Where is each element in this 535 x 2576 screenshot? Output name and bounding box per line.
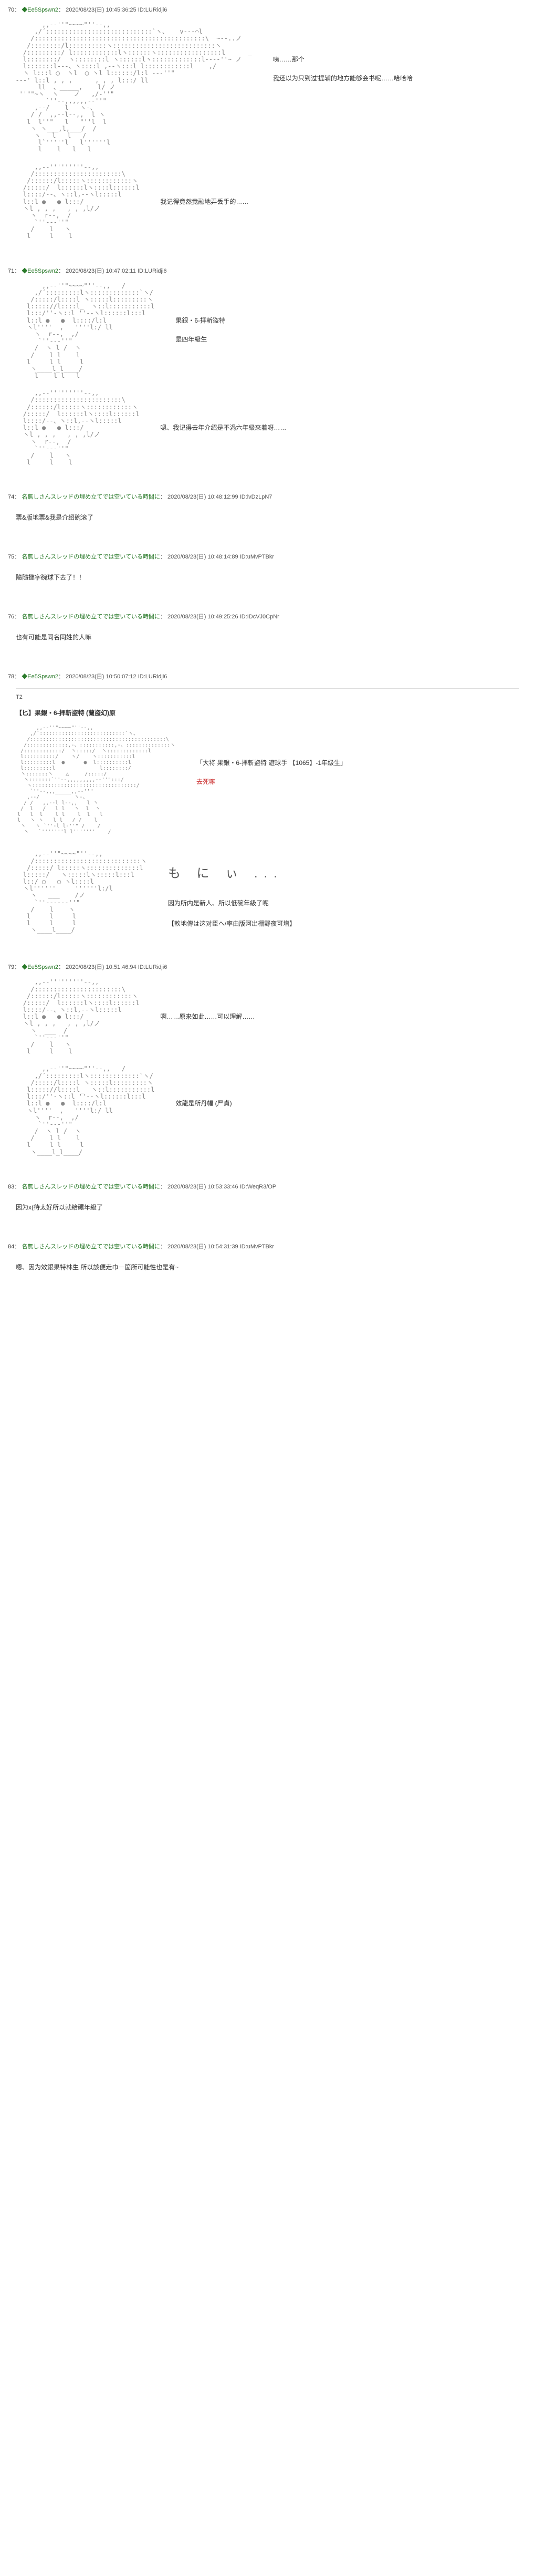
char-name: 果銀・6-拝斬盜特 [175, 314, 225, 327]
post: 70： ◆Ee5Spswn2： 2020/08/23(日) 10:45:36:2… [0, 0, 535, 245]
post-id: ID:WeqR3/OP [240, 1184, 277, 1190]
exclamation: も に ぃ ... [168, 861, 296, 886]
post-id: ID:LURidji6 [138, 964, 167, 970]
post-header: 79： ◆Ee5Spswn2： 2020/08/23(日) 10:51:46:9… [8, 963, 527, 971]
section-title: 【匕】果銀・6-拝斬盜特 (蘭盜幻)原 [8, 708, 527, 717]
post-text: 嗯、因为效銀果特林生 所以該便走巾一箇所可能性也是有~ [8, 1258, 527, 1276]
post-id: ID:LURidji6 [138, 7, 167, 13]
ascii-art-glasses-girl: ,,-‐''"~~~~"''‐-,, / ,/´:::::::::lヽ:::::… [8, 1065, 154, 1155]
post-date: 2020/08/23(日) 10:54:31:39 [167, 1244, 238, 1250]
ascii-art-surprised: ,,-‐''"~~~~"''‐-,, /::::::::::::::::::::… [8, 851, 147, 934]
dialogue-text: 嗯、我记得去年介绍是不渦六年級來着呀…… [160, 390, 286, 440]
post-body: ,,-‐'''''''''‐-,, /:::::::::::::::::::::… [8, 979, 527, 1055]
post-number: 78 [8, 674, 14, 680]
ascii-art-girl: ,,-‐''"~~~~"''‐-,, ,/´::::::::::::::::::… [8, 22, 252, 153]
post-header: 74： 名無しさんスレッドの埋め立てでは空いている時間に： 2020/08/23… [8, 492, 527, 501]
ascii-art-boy: ,,-‐'''''''''‐-,, /:::::::::::::::::::::… [8, 164, 139, 240]
dialogue-text: 「大将 果銀・6-拝斬盜特 遊球手 【1065】-1年級生」 去死嘛 [196, 725, 347, 788]
post-body: ,,-‐''"~~~~"''‐-,, ,/´::::::::::::::::::… [8, 22, 527, 153]
char-info: 「大将 果銀・6-拝斬盜特 遊球手 【1065】-1年級生」 [196, 757, 347, 769]
post-name: 名無しさんスレッドの埋め立てでは空いている時間に [22, 614, 160, 620]
post-number: 71 [8, 268, 14, 274]
post-number: 70 [8, 7, 14, 13]
post-date: 2020/08/23(日) 10:48:12:99 [167, 494, 238, 500]
post-text: 票&版地票&我是介绍碗滚了 [8, 509, 527, 526]
ascii-art-glasses-girl: ,,-‐''"~~~~"''‐-,, / ,/´:::::::::lヽ:::::… [8, 283, 154, 380]
post-header: 75： 名無しさんスレッドの埋め立てでは空いている時間に： 2020/08/23… [8, 552, 527, 561]
post-body: ,,-‐''"~~~~"''‐-,, ,/´::::::::::::::::::… [8, 725, 527, 835]
post-trip: ◆Ee5Spswn2 [22, 7, 58, 13]
post-id: ID:uMvPTBkr [240, 554, 274, 560]
post-name: 名無しさんスレッドの埋め立てでは空いている時間に [22, 1184, 160, 1190]
post-number: 75 [8, 554, 14, 560]
post: 78： ◆Ee5Spswn2： 2020/08/23(日) 10:50:07:1… [0, 667, 535, 942]
post-date: 2020/08/23(日) 10:47:02:11 [66, 268, 136, 274]
char-grade: 是四年級生 [175, 333, 225, 346]
post: 84： 名無しさんスレッドの埋め立てでは空いている時間に： 2020/08/23… [0, 1237, 535, 1281]
post-trip: ◆Ee5Spswn2 [22, 268, 58, 274]
dialogue-text: 效龍是所丹幅 (严貞) [175, 1065, 232, 1116]
post-date: 2020/08/23(日) 10:48:14:89 [167, 554, 238, 560]
bracket-text: 【軟地傳は这对臣へ/率由版河出棚野夜可增】 [168, 917, 296, 930]
dialogue-line: 因为所内是新人、所以低碗年級了呢 [168, 897, 296, 909]
post-header: 70： ◆Ee5Spswn2： 2020/08/23(日) 10:45:36:2… [8, 5, 527, 14]
post-id: ID:lvDzLpN7 [240, 494, 272, 500]
post: 79： ◆Ee5Spswn2： 2020/08/23(日) 10:51:46:9… [0, 957, 535, 1161]
post-header: 84： 名無しさんスレッドの埋め立てでは空いている時間に： 2020/08/23… [8, 1242, 527, 1250]
post-name: 名無しさんスレッドの埋め立てでは空いている時間に [22, 494, 160, 500]
post: 75： 名無しさんスレッドの埋め立てでは空いている時間に： 2020/08/23… [0, 547, 535, 591]
post-number: 84 [8, 1244, 14, 1250]
post-body: ,,-‐'''''''''‐-,, /:::::::::::::::::::::… [8, 164, 527, 240]
tag-line: T2 [8, 694, 527, 700]
post-date: 2020/08/23(日) 10:51:46:94 [66, 964, 137, 970]
post-body: ,,-‐'''''''''‐-,, /:::::::::::::::::::::… [8, 390, 527, 466]
dialogue-text: 我记得竟然竟融地弄丢手的…… [160, 164, 248, 214]
post-id: ID:LURidji6 [138, 674, 167, 680]
post-id: ID:LURidji6 [138, 268, 167, 274]
dialogue-line: 效龍是所丹幅 (严貞) [175, 1097, 232, 1110]
dialogue-text: も に ぃ ... 因为所内是新人、所以低碗年級了呢 【軟地傳は这对臣へ/率由版… [168, 851, 296, 936]
post-text: 因为x(待太好所以就給碾年級了 [8, 1198, 527, 1216]
post-id: ID:IDcVJ0CpNr [240, 614, 279, 620]
post-text: 隨隨揵字碗球下去了！！ [8, 568, 527, 586]
post-date: 2020/08/23(日) 10:50:07:12 [66, 674, 137, 680]
red-label: 去死嘛 [196, 775, 347, 788]
dialogue-line: 我记得竟然竟融地弄丢手的…… [160, 195, 248, 208]
dialogue-line: 啊……原来如此……可以理解…… [160, 1010, 255, 1023]
post-header: 83： 名無しさんスレッドの埋め立てでは空いている時間に： 2020/08/23… [8, 1182, 527, 1191]
post-trip: ◆Ee5Spswn2 [22, 964, 58, 970]
post-number: 83 [8, 1184, 14, 1190]
post: 83： 名無しさんスレッドの埋め立てでは空いている時間に： 2020/08/23… [0, 1177, 535, 1221]
ascii-art-boy: ,,-‐'''''''''‐-,, /:::::::::::::::::::::… [8, 979, 139, 1055]
post-header: 78： ◆Ee5Spswn2： 2020/08/23(日) 10:50:07:1… [8, 672, 527, 680]
post-number: 76 [8, 614, 14, 620]
post-name: 名無しさんスレッドの埋め立てでは空いている時間に [22, 1244, 160, 1250]
dialogue-line: 咦……那个 [273, 53, 413, 66]
separator [16, 688, 519, 689]
post-date: 2020/08/23(日) 10:45:36:25 [66, 7, 137, 13]
post-header: 76： 名無しさんスレッドの埋め立てでは空いている時間に： 2020/08/23… [8, 612, 527, 620]
post-header: 71： ◆Ee5Spswn2： 2020/08/23(日) 10:47:02:1… [8, 266, 527, 275]
post-number: 74 [8, 494, 14, 500]
post-text: 也有可能是同名同姓的人嘛 [8, 628, 527, 646]
dialogue-line: 我还以为只到过'提辅的地方能够会书呢……哈哈哈 [273, 72, 413, 85]
post-id: ID:uMvPTBkr [240, 1244, 274, 1250]
post: 74： 名無しさんスレッドの埋め立てでは空いている時間に： 2020/08/23… [0, 487, 535, 531]
post: 71： ◆Ee5Spswn2： 2020/08/23(日) 10:47:02:1… [0, 261, 535, 472]
post-body: ,,-‐''"~~~~"''‐-,, /::::::::::::::::::::… [8, 851, 527, 936]
post-name: 名無しさんスレッドの埋め立てでは空いている時間に [22, 554, 160, 560]
post-body: ,,-‐''"~~~~"''‐-,, / ,/´:::::::::lヽ:::::… [8, 1065, 527, 1155]
post-date: 2020/08/23(日) 10:53:33:46 [167, 1184, 238, 1190]
post-date: 2020/08/23(日) 10:49:25:26 [167, 614, 238, 620]
dialogue-text: 咦……那个 我还以为只到过'提辅的地方能够会书呢……哈哈哈 [273, 22, 413, 91]
post: 76： 名無しさんスレッドの埋め立てでは空いている時間に： 2020/08/23… [0, 607, 535, 651]
dialogue-line: 嗯、我记得去年介绍是不渦六年級來着呀…… [160, 421, 286, 434]
post-number: 79 [8, 964, 14, 970]
post-trip: ◆Ee5Spswn2 [22, 674, 58, 680]
ascii-art-character: ,,-‐''"~~~~"''‐-,, ,/´::::::::::::::::::… [8, 725, 175, 835]
dialogue-text: 啊……原来如此……可以理解…… [160, 979, 255, 1029]
ascii-art-boy: ,,-‐'''''''''‐-,, /:::::::::::::::::::::… [8, 390, 139, 466]
post-body: ,,-‐''"~~~~"''‐-,, / ,/´:::::::::lヽ:::::… [8, 283, 527, 380]
dialogue-text: 果銀・6-拝斬盜特 是四年級生 [175, 283, 225, 352]
